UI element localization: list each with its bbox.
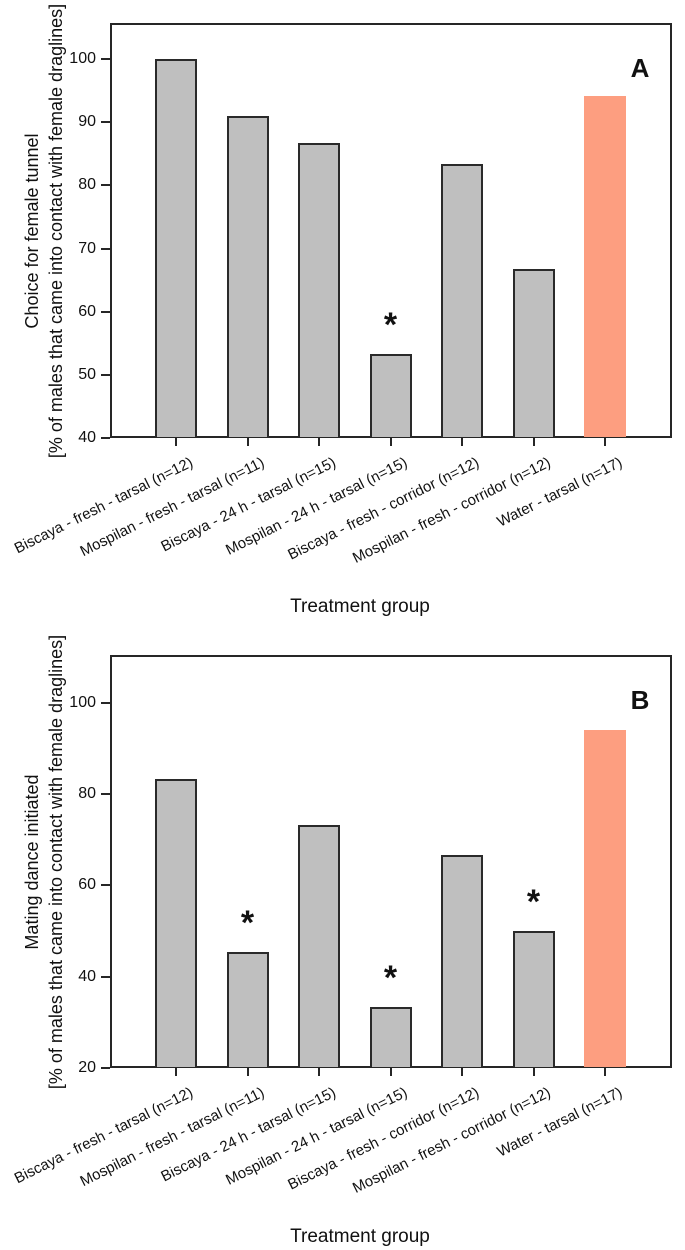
y-axis-tick [101, 437, 110, 439]
y-tick-label: 40 [78, 967, 96, 985]
significance-asterisk: * [383, 959, 398, 998]
y-tick-label: 60 [78, 302, 96, 320]
y-axis-tick [101, 793, 110, 796]
y-axis-title: Choice for female tunnel [% of males that… [20, 3, 68, 457]
x-axis-tick [532, 1068, 535, 1076]
x-axis-tick [389, 1068, 392, 1076]
significance-asterisk: * [526, 883, 541, 922]
x-axis-title: Treatment group [290, 596, 430, 617]
bar-water-control [584, 96, 626, 437]
y-axis-tick [101, 121, 110, 124]
y-tick-label: 40 [78, 429, 96, 446]
y-tick-label: 80 [78, 176, 96, 194]
x-axis-tick [532, 438, 535, 446]
significance-asterisk: * [240, 903, 255, 942]
y-tick-label: 60 [78, 876, 96, 894]
bar [155, 779, 197, 1067]
x-axis-tick [389, 438, 392, 446]
bar [369, 1007, 412, 1067]
x-axis-tick [246, 438, 249, 446]
y-tick-label: 90 [78, 113, 96, 131]
x-axis-tick [461, 1068, 463, 1076]
bar [298, 824, 340, 1067]
significance-asterisk: * [383, 305, 398, 344]
bar [226, 951, 269, 1067]
y-tick-label: 100 [69, 50, 96, 67]
y-axis-title-line: Mating dance initiated [22, 773, 42, 950]
y-tick-label: 50 [78, 365, 96, 383]
plot-frame [110, 655, 672, 1068]
bar [226, 116, 269, 437]
y-axis-tick [101, 1067, 110, 1069]
y-axis-tick [101, 701, 110, 704]
bar [155, 59, 197, 437]
bar [512, 269, 555, 437]
panel-letter-a: A [630, 53, 650, 83]
y-tick-label: 80 [78, 785, 96, 803]
y-axis-tick [101, 373, 110, 376]
x-axis-tick [461, 438, 463, 446]
y-axis-tick [101, 58, 110, 60]
x-axis-tick [175, 1068, 177, 1076]
y-axis-tick [101, 184, 110, 187]
x-axis-tick [246, 1068, 249, 1076]
x-category-label: Water - tarsal (n=17) [494, 1084, 625, 1161]
y-axis-title-line: Choice for female tunnel [22, 132, 42, 329]
y-axis-tick [101, 884, 110, 887]
x-axis-tick [318, 1068, 320, 1076]
x-axis-title: Treatment group [290, 1226, 430, 1247]
y-axis-unit: [% of males that came into contact with … [46, 634, 66, 1089]
y-tick-label: 100 [69, 693, 96, 711]
bar [298, 143, 340, 437]
y-axis-tick [101, 310, 110, 313]
y-tick-label: 20 [78, 1059, 96, 1076]
bar [441, 164, 483, 437]
panel-letter-b: B [630, 685, 650, 715]
x-axis-tick [604, 1068, 606, 1076]
x-axis-tick [318, 438, 320, 446]
x-axis-tick [604, 438, 606, 446]
y-axis-unit: [% of males that came into contact with … [46, 3, 66, 458]
bar [369, 353, 412, 437]
y-axis-tick [101, 247, 110, 250]
y-axis-tick [101, 975, 110, 978]
y-tick-label: 70 [78, 239, 96, 257]
bar [512, 931, 555, 1067]
x-category-label: Water - tarsal (n=17) [494, 454, 625, 531]
bar-water-control [584, 729, 626, 1067]
y-axis-title: Mating dance initiated [% of males that c… [20, 634, 68, 1088]
x-axis-tick [175, 438, 177, 446]
bar [441, 854, 483, 1067]
